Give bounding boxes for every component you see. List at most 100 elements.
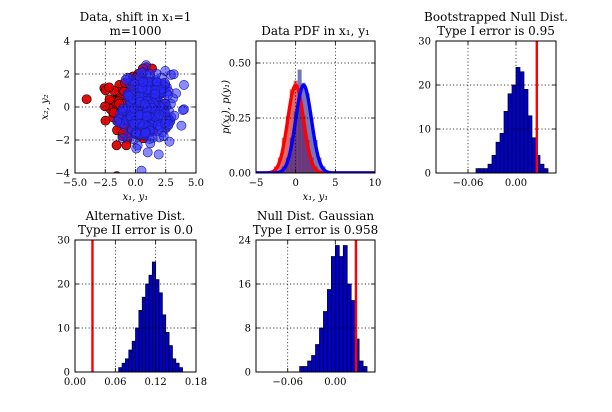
histogram-bar [519,71,525,173]
y-tick-label: 20 [57,280,70,291]
panel-4: 0.00 0.06 0.12 0.18 0 10 20 30 Alternative Dist.… [57,209,207,388]
plot-area [475,41,549,173]
scatter-point [111,140,122,151]
scatter-point [150,88,161,99]
scatter-point [136,67,147,78]
histogram-bar [168,345,173,372]
scatter-point [141,111,152,122]
panel-title: m=1000 [110,24,162,38]
y-tick-label: 30 [57,236,70,247]
scatter-point [112,116,123,127]
y-tick-label: 0 [425,169,431,180]
x-tick-label: 0.00 [64,377,86,388]
histogram-bar [151,261,157,372]
x-tick-label: −2.5 [93,178,117,189]
x-tick-label: 0.0 [128,178,144,189]
x-axis-label: x₁, y₁ [303,192,329,203]
histogram-bar [342,245,348,372]
y-axis-label: p(x₁), p(y₁) [221,80,232,134]
y-tick-label: 20 [418,81,431,92]
histogram-bar [138,310,143,372]
histogram-bar [527,115,533,173]
scatter-point [145,138,156,149]
axes-frame [74,239,197,373]
histogram-bar [531,137,537,173]
scatter-point [169,110,180,121]
panel-title: Data PDF in x₁, y₁ [261,24,370,38]
panel-title: Alternative Dist. [85,209,186,223]
panel-title: Type I error is 0.95 [437,24,555,38]
scatter-point [158,131,169,141]
scatter-point [131,127,141,138]
grid [75,240,196,372]
scatter-point [159,77,170,88]
histogram-bar [128,349,133,372]
y-tick-label: 0.25 [229,114,251,125]
x-tick-label: 0.06 [104,377,126,388]
plot-area [256,69,375,173]
panel-3: −0.06 0.00 0 10 20 30 Bootstrapped Null Dist.T… [418,10,568,189]
histogram-bar [172,358,177,372]
histogram-bar [162,314,167,372]
histogram-bar [338,256,344,372]
histogram-bar [135,327,140,372]
histogram-bar [487,163,493,173]
y-tick-label: 24 [238,236,251,247]
x-axis-label: x₁, y₁ [123,192,149,203]
histogram-bars [118,261,183,372]
y-tick-label: 10 [418,125,431,136]
x-tick-label: 5.0 [188,178,204,189]
y-tick-label: 2 [64,70,70,81]
grid [256,41,375,173]
histogram-bar [319,327,324,372]
histogram-bar [350,300,356,372]
histogram-bar [125,358,130,372]
axes-frame [255,40,376,174]
x-tick-label: 0.00 [505,178,527,189]
scatter-point [118,103,128,114]
histogram-bar [362,366,368,372]
x-tick-label: −5 [249,178,264,189]
histogram-bars [299,245,368,372]
pdf-bar [309,118,314,173]
scatter-point [154,109,165,120]
histogram-bar [175,362,180,372]
histogram-bar [479,168,485,173]
plot-area [91,240,183,372]
histogram-bar [495,141,501,173]
plot-area [81,60,189,173]
panel-title: Data, shift in x₁=1 [80,10,192,24]
scatter-point [153,149,164,160]
histogram-bar [141,296,146,372]
scatter-series-2 [112,60,189,173]
pdf-bar [313,140,318,173]
histogram-bar [543,168,549,173]
pdf-bar [289,89,294,173]
scatter-point [136,165,147,173]
y-tick-label: 30 [418,37,431,48]
scatter-point [179,80,189,90]
scatter-point [100,115,111,126]
histogram-bar [315,344,320,372]
scatter-point [176,120,187,131]
pdf-bar [297,69,302,173]
y-tick-label: 8 [245,324,251,335]
axes-frame [255,239,376,373]
pdf-bar [285,115,290,173]
histogram-bar [475,168,481,173]
histogram-bar [158,292,163,372]
scatter-point [117,133,128,144]
pdf-bar [289,137,294,173]
grid [256,240,375,372]
scatter-point [177,105,188,116]
x-tick-label: −0.06 [453,178,484,189]
y-tick-label: 10 [57,324,70,335]
pdf-curve-1 [256,83,375,173]
panel-1: −5.0 −2.5 0.0 2.5 5.0 −4 −2 0 2 4 Data, shift in x… [40,10,204,203]
histogram-bar [358,360,364,372]
histogram-bar [331,256,336,372]
histogram-bar [121,362,126,372]
x-tick-label: 0.18 [185,377,207,388]
pdf-bar [305,93,310,173]
